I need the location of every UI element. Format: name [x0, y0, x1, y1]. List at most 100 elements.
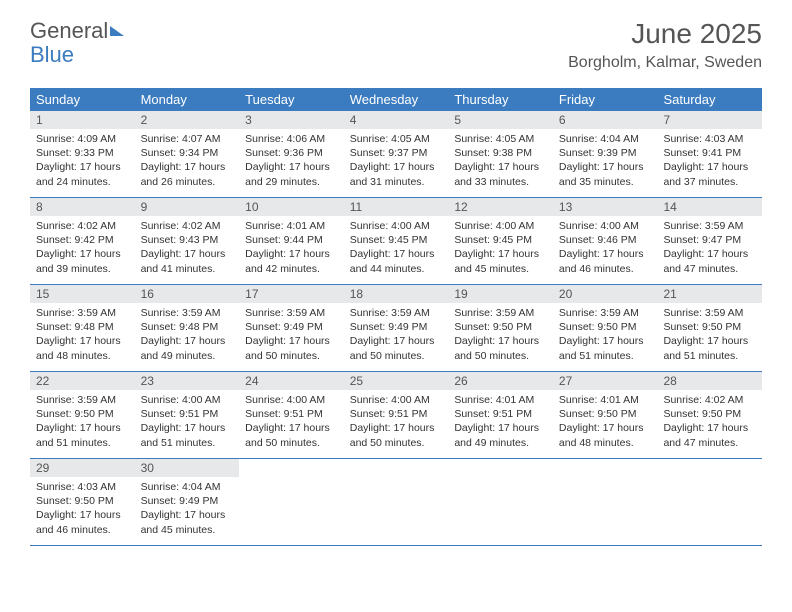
sunrise-line: Sunrise: 4:03 AM	[36, 480, 129, 494]
calendar-cell: 10Sunrise: 4:01 AMSunset: 9:44 PMDayligh…	[239, 198, 344, 284]
sunrise-line: Sunrise: 4:01 AM	[559, 393, 652, 407]
daylight-line: Daylight: 17 hours and 45 minutes.	[454, 247, 547, 275]
weekday-label: Saturday	[657, 88, 762, 111]
daylight-line: Daylight: 17 hours and 51 minutes.	[559, 334, 652, 362]
calendar-cell: 8Sunrise: 4:02 AMSunset: 9:42 PMDaylight…	[30, 198, 135, 284]
sunset-line: Sunset: 9:33 PM	[36, 146, 129, 160]
day-number: 30	[135, 459, 240, 477]
sunset-line: Sunset: 9:49 PM	[141, 494, 234, 508]
cell-body: Sunrise: 4:05 AMSunset: 9:38 PMDaylight:…	[448, 129, 553, 195]
weekday-label: Wednesday	[344, 88, 449, 111]
day-number: 15	[30, 285, 135, 303]
day-number: 14	[657, 198, 762, 216]
daylight-line: Daylight: 17 hours and 51 minutes.	[141, 421, 234, 449]
sunset-line: Sunset: 9:36 PM	[245, 146, 338, 160]
calendar-week: 29Sunrise: 4:03 AMSunset: 9:50 PMDayligh…	[30, 459, 762, 546]
sunrise-line: Sunrise: 4:00 AM	[350, 393, 443, 407]
sunrise-line: Sunrise: 4:09 AM	[36, 132, 129, 146]
calendar-cell: 24Sunrise: 4:00 AMSunset: 9:51 PMDayligh…	[239, 372, 344, 458]
cell-body: Sunrise: 4:03 AMSunset: 9:50 PMDaylight:…	[30, 477, 135, 543]
daylight-line: Daylight: 17 hours and 49 minutes.	[141, 334, 234, 362]
calendar-cell: 26Sunrise: 4:01 AMSunset: 9:51 PMDayligh…	[448, 372, 553, 458]
daylight-line: Daylight: 17 hours and 41 minutes.	[141, 247, 234, 275]
cell-body: Sunrise: 4:01 AMSunset: 9:51 PMDaylight:…	[448, 390, 553, 456]
brand-word-1: General	[30, 18, 108, 44]
day-number: 4	[344, 111, 449, 129]
day-number: 12	[448, 198, 553, 216]
cell-body: Sunrise: 4:09 AMSunset: 9:33 PMDaylight:…	[30, 129, 135, 195]
sunset-line: Sunset: 9:44 PM	[245, 233, 338, 247]
daylight-line: Daylight: 17 hours and 50 minutes.	[245, 421, 338, 449]
sunrise-line: Sunrise: 4:05 AM	[454, 132, 547, 146]
sunrise-line: Sunrise: 4:01 AM	[454, 393, 547, 407]
daylight-line: Daylight: 17 hours and 45 minutes.	[141, 508, 234, 536]
calendar-week: 15Sunrise: 3:59 AMSunset: 9:48 PMDayligh…	[30, 285, 762, 372]
cell-body: Sunrise: 4:07 AMSunset: 9:34 PMDaylight:…	[135, 129, 240, 195]
day-number: 2	[135, 111, 240, 129]
weekday-label: Friday	[553, 88, 658, 111]
day-number: 13	[553, 198, 658, 216]
daylight-line: Daylight: 17 hours and 37 minutes.	[663, 160, 756, 188]
calendar-week: 8Sunrise: 4:02 AMSunset: 9:42 PMDaylight…	[30, 198, 762, 285]
sunset-line: Sunset: 9:43 PM	[141, 233, 234, 247]
sunrise-line: Sunrise: 4:04 AM	[141, 480, 234, 494]
calendar-cell: 30 Sunrise: 4:04 AMSunset: 9:49 PMDayligh…	[135, 459, 240, 545]
daylight-line: Daylight: 17 hours and 44 minutes.	[350, 247, 443, 275]
day-number: 10	[239, 198, 344, 216]
sunrise-line: Sunrise: 3:59 AM	[141, 306, 234, 320]
cell-body: Sunrise: 4:00 AMSunset: 9:45 PMDaylight:…	[344, 216, 449, 282]
cell-body: Sunrise: 4:00 AMSunset: 9:46 PMDaylight:…	[553, 216, 658, 282]
daylight-line: Daylight: 17 hours and 46 minutes.	[36, 508, 129, 536]
sunset-line: Sunset: 9:50 PM	[454, 320, 547, 334]
sunrise-line: Sunrise: 4:02 AM	[663, 393, 756, 407]
sunset-line: Sunset: 9:34 PM	[141, 146, 234, 160]
brand-logo: General	[30, 18, 124, 44]
calendar-cell: 27Sunrise: 4:01 AMSunset: 9:50 PMDayligh…	[553, 372, 658, 458]
sunrise-line: Sunrise: 4:00 AM	[350, 219, 443, 233]
calendar-cell	[448, 459, 553, 545]
weekday-label: Tuesday	[239, 88, 344, 111]
calendar-cell: 25Sunrise: 4:00 AMSunset: 9:51 PMDayligh…	[344, 372, 449, 458]
calendar-cell: 9Sunrise: 4:02 AMSunset: 9:43 PMDaylight…	[135, 198, 240, 284]
cell-body: Sunrise: 4:04 AMSunset: 9:39 PMDaylight:…	[553, 129, 658, 195]
sunrise-line: Sunrise: 3:59 AM	[663, 306, 756, 320]
calendar-cell: 14Sunrise: 3:59 AMSunset: 9:47 PMDayligh…	[657, 198, 762, 284]
day-number: 20	[553, 285, 658, 303]
calendar-cell: 22Sunrise: 3:59 AMSunset: 9:50 PMDayligh…	[30, 372, 135, 458]
cell-body: Sunrise: 4:02 AMSunset: 9:42 PMDaylight:…	[30, 216, 135, 282]
calendar-cell: 21Sunrise: 3:59 AMSunset: 9:50 PMDayligh…	[657, 285, 762, 371]
calendar-cell: 4Sunrise: 4:05 AMSunset: 9:37 PMDaylight…	[344, 111, 449, 197]
sunset-line: Sunset: 9:48 PM	[141, 320, 234, 334]
calendar-cell: 18Sunrise: 3:59 AMSunset: 9:49 PMDayligh…	[344, 285, 449, 371]
daylight-line: Daylight: 17 hours and 49 minutes.	[454, 421, 547, 449]
daylight-line: Daylight: 17 hours and 26 minutes.	[141, 160, 234, 188]
sunrise-line: Sunrise: 4:02 AM	[36, 219, 129, 233]
sunrise-line: Sunrise: 3:59 AM	[245, 306, 338, 320]
daylight-line: Daylight: 17 hours and 47 minutes.	[663, 421, 756, 449]
day-number: 9	[135, 198, 240, 216]
sunset-line: Sunset: 9:49 PM	[245, 320, 338, 334]
calendar-week: 1Sunrise: 4:09 AMSunset: 9:33 PMDaylight…	[30, 111, 762, 198]
sunset-line: Sunset: 9:45 PM	[454, 233, 547, 247]
sunset-line: Sunset: 9:39 PM	[559, 146, 652, 160]
sunrise-line: Sunrise: 3:59 AM	[36, 306, 129, 320]
calendar-cell: 3Sunrise: 4:06 AMSunset: 9:36 PMDaylight…	[239, 111, 344, 197]
sunset-line: Sunset: 9:50 PM	[559, 407, 652, 421]
calendar-cell: 7Sunrise: 4:03 AMSunset: 9:41 PMDaylight…	[657, 111, 762, 197]
day-number: 19	[448, 285, 553, 303]
calendar-cell: 1Sunrise: 4:09 AMSunset: 9:33 PMDaylight…	[30, 111, 135, 197]
sunset-line: Sunset: 9:51 PM	[350, 407, 443, 421]
day-number: 7	[657, 111, 762, 129]
sunset-line: Sunset: 9:41 PM	[663, 146, 756, 160]
calendar: Sunday Monday Tuesday Wednesday Thursday…	[30, 88, 762, 546]
cell-body: Sunrise: 4:00 AMSunset: 9:45 PMDaylight:…	[448, 216, 553, 282]
brand-word-2: Blue	[30, 42, 74, 68]
day-number: 21	[657, 285, 762, 303]
calendar-cell: 19Sunrise: 3:59 AMSunset: 9:50 PMDayligh…	[448, 285, 553, 371]
cell-body: Sunrise: 4:00 AMSunset: 9:51 PMDaylight:…	[239, 390, 344, 456]
calendar-cell: 16Sunrise: 3:59 AMSunset: 9:48 PMDayligh…	[135, 285, 240, 371]
daylight-line: Daylight: 17 hours and 48 minutes.	[36, 334, 129, 362]
sunrise-line: Sunrise: 3:59 AM	[663, 219, 756, 233]
sunset-line: Sunset: 9:46 PM	[559, 233, 652, 247]
sunrise-line: Sunrise: 4:01 AM	[245, 219, 338, 233]
